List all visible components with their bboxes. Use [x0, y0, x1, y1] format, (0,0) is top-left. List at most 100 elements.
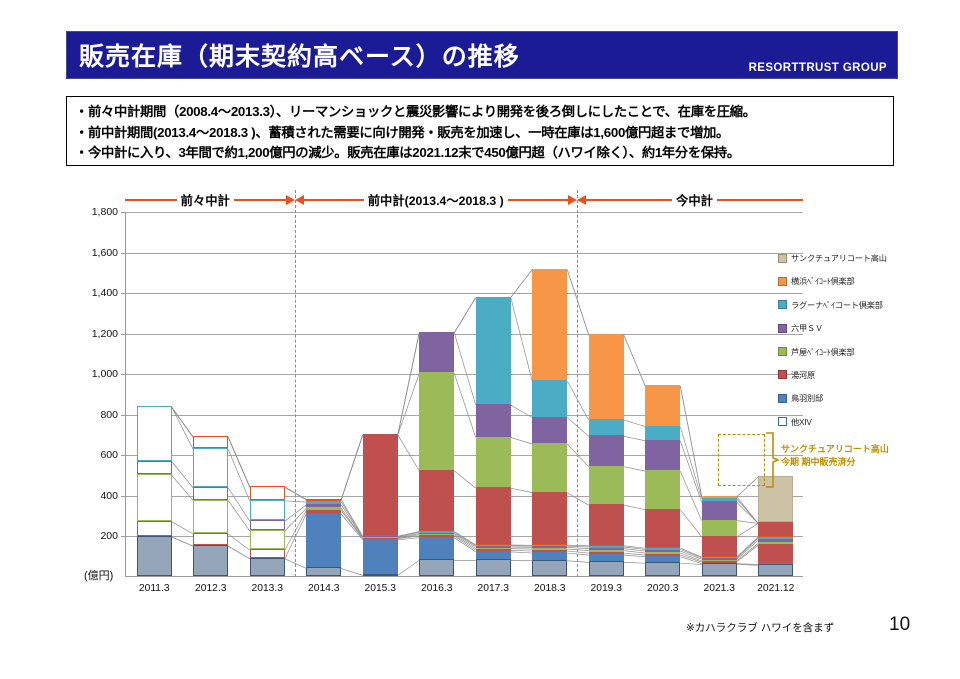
y-axis-tick	[121, 414, 126, 416]
bar-segment	[701, 497, 737, 502]
y-axis-tick	[121, 333, 126, 335]
page-number: 10	[889, 614, 911, 635]
arrow-right-icon	[568, 195, 577, 205]
bar-segment	[193, 487, 229, 500]
legend-swatch	[778, 417, 787, 427]
x-axis-label: 2011.3	[138, 583, 170, 594]
legend-item[interactable]: 鳥羽別邸	[778, 392, 898, 404]
bar-segment	[193, 499, 229, 534]
period-rule	[233, 199, 286, 201]
plan-period-2: 前中計(2013.4～2018.3 )	[294, 190, 577, 210]
y-axis-label: 600	[100, 449, 118, 462]
y-axis-tick	[121, 495, 126, 497]
y-axis-label: 400	[100, 489, 118, 502]
bar-segment	[306, 509, 342, 514]
bar-segment	[532, 559, 568, 576]
legend-item[interactable]: 六甲ＳＶ	[778, 322, 898, 334]
bar-segment	[136, 406, 172, 461]
bar-column[interactable]	[249, 211, 285, 576]
bar-segment	[306, 500, 342, 504]
bar-segment	[588, 545, 624, 548]
annotation-brace-icon	[766, 432, 779, 488]
annotation-line-1: サンクチュアリコート高山	[781, 444, 889, 454]
legend-swatch	[778, 300, 787, 310]
legend-label: 芦屋ﾍﾞｲｺｰﾄ倶楽部	[791, 347, 855, 357]
bar-segment	[475, 559, 511, 576]
bar-segment	[306, 513, 342, 568]
period-rule	[507, 199, 568, 201]
arrow-left-icon	[294, 195, 304, 205]
bar-segment	[701, 535, 737, 557]
y-axis-label: 200	[100, 530, 118, 543]
legend-item[interactable]: 他XIV	[778, 416, 898, 428]
x-axis-label: 2019.3	[590, 583, 623, 594]
bullet-2: ・前中計期間(2013.4～2018.3 )、蓄積された需要に向け開発・販売を加…	[75, 124, 730, 140]
bar-column[interactable]	[588, 211, 624, 576]
bar-segment	[136, 536, 172, 576]
bar-segment	[588, 554, 624, 562]
legend-item[interactable]: サンクチュアリコート高山	[778, 252, 898, 264]
bar-segment	[645, 553, 681, 556]
legend-item[interactable]: ラグーナﾍﾞｲコート倶楽部	[778, 299, 898, 311]
arrow-left-icon	[577, 195, 586, 205]
y-axis-label: 1,000	[91, 368, 118, 381]
bar-segment	[475, 550, 511, 560]
footnote: ※カハラクラブ ハワイを含まず	[686, 622, 835, 634]
page-title: 販売在庫（期末契約高ベース）の推移	[79, 43, 520, 71]
bar-segment	[249, 557, 285, 576]
legend-item[interactable]: 横浜ﾍﾞｲｺｰﾄ倶楽部	[778, 275, 898, 287]
bar-segment	[701, 560, 737, 563]
bar-segment	[645, 562, 681, 576]
bar-segment	[645, 550, 681, 553]
bar-segment	[362, 538, 398, 575]
legend-item[interactable]: 湯河原	[778, 369, 898, 381]
title-bar: 販売在庫（期末契約高ベース）の推移 RESORTTRUST GROUP	[66, 31, 898, 79]
bar-column[interactable]	[645, 211, 681, 576]
bar-column[interactable]	[306, 211, 342, 576]
bar-segment	[419, 559, 455, 576]
grid-line	[126, 252, 803, 254]
bar-segment	[645, 470, 681, 509]
bar-column[interactable]	[136, 211, 172, 576]
bar-segment	[588, 552, 624, 555]
legend-label: 横浜ﾍﾞｲｺｰﾄ倶楽部	[791, 277, 855, 287]
period-rule	[125, 199, 177, 201]
bar-segment	[645, 385, 681, 426]
bar-segment	[701, 501, 737, 520]
x-axis-label: 2015.3	[364, 583, 397, 594]
x-axis-label: 2021.3	[703, 583, 736, 594]
bar-segment	[645, 552, 681, 555]
y-axis-tick	[121, 455, 126, 457]
bar-segment	[193, 436, 229, 449]
bar-column[interactable]	[701, 211, 737, 576]
legend-swatch	[778, 393, 787, 403]
legend-label: 鳥羽別邸	[791, 394, 823, 404]
bar-segment	[475, 404, 511, 437]
bar-column[interactable]	[193, 211, 229, 576]
legend-item[interactable]: 芦屋ﾍﾞｲｺｰﾄ倶楽部	[778, 346, 898, 358]
bar-segment	[645, 548, 681, 551]
legend-swatch	[778, 370, 787, 380]
bar-segment	[532, 380, 568, 417]
bar-column[interactable]	[532, 211, 568, 576]
x-axis-label: 2012.3	[195, 583, 227, 594]
bar-segment	[532, 268, 568, 381]
y-axis-tick	[121, 252, 126, 254]
bar-segment	[532, 550, 568, 553]
bar-segment	[306, 503, 342, 508]
bar-segment	[588, 435, 624, 466]
bar-segment	[645, 555, 681, 563]
x-axis-label: 2020.3	[647, 583, 679, 594]
annotation-line-2: 今期 期中販売済分	[781, 457, 856, 467]
bullet-1: ・前々中計期間（2008.4～2013.3）、リーマンショックと震災影響により開…	[75, 104, 756, 119]
bar-segment	[701, 563, 737, 576]
bar-segment	[193, 533, 229, 546]
y-axis-tick	[121, 212, 126, 213]
legend-label: 六甲ＳＶ	[791, 324, 823, 334]
bar-column[interactable]	[419, 211, 455, 576]
bar-segment	[475, 548, 511, 551]
bar-segment	[645, 508, 681, 548]
bar-column[interactable]	[362, 211, 398, 576]
bar-column[interactable]	[475, 211, 511, 576]
x-axis-label: 2013.3	[251, 583, 284, 594]
